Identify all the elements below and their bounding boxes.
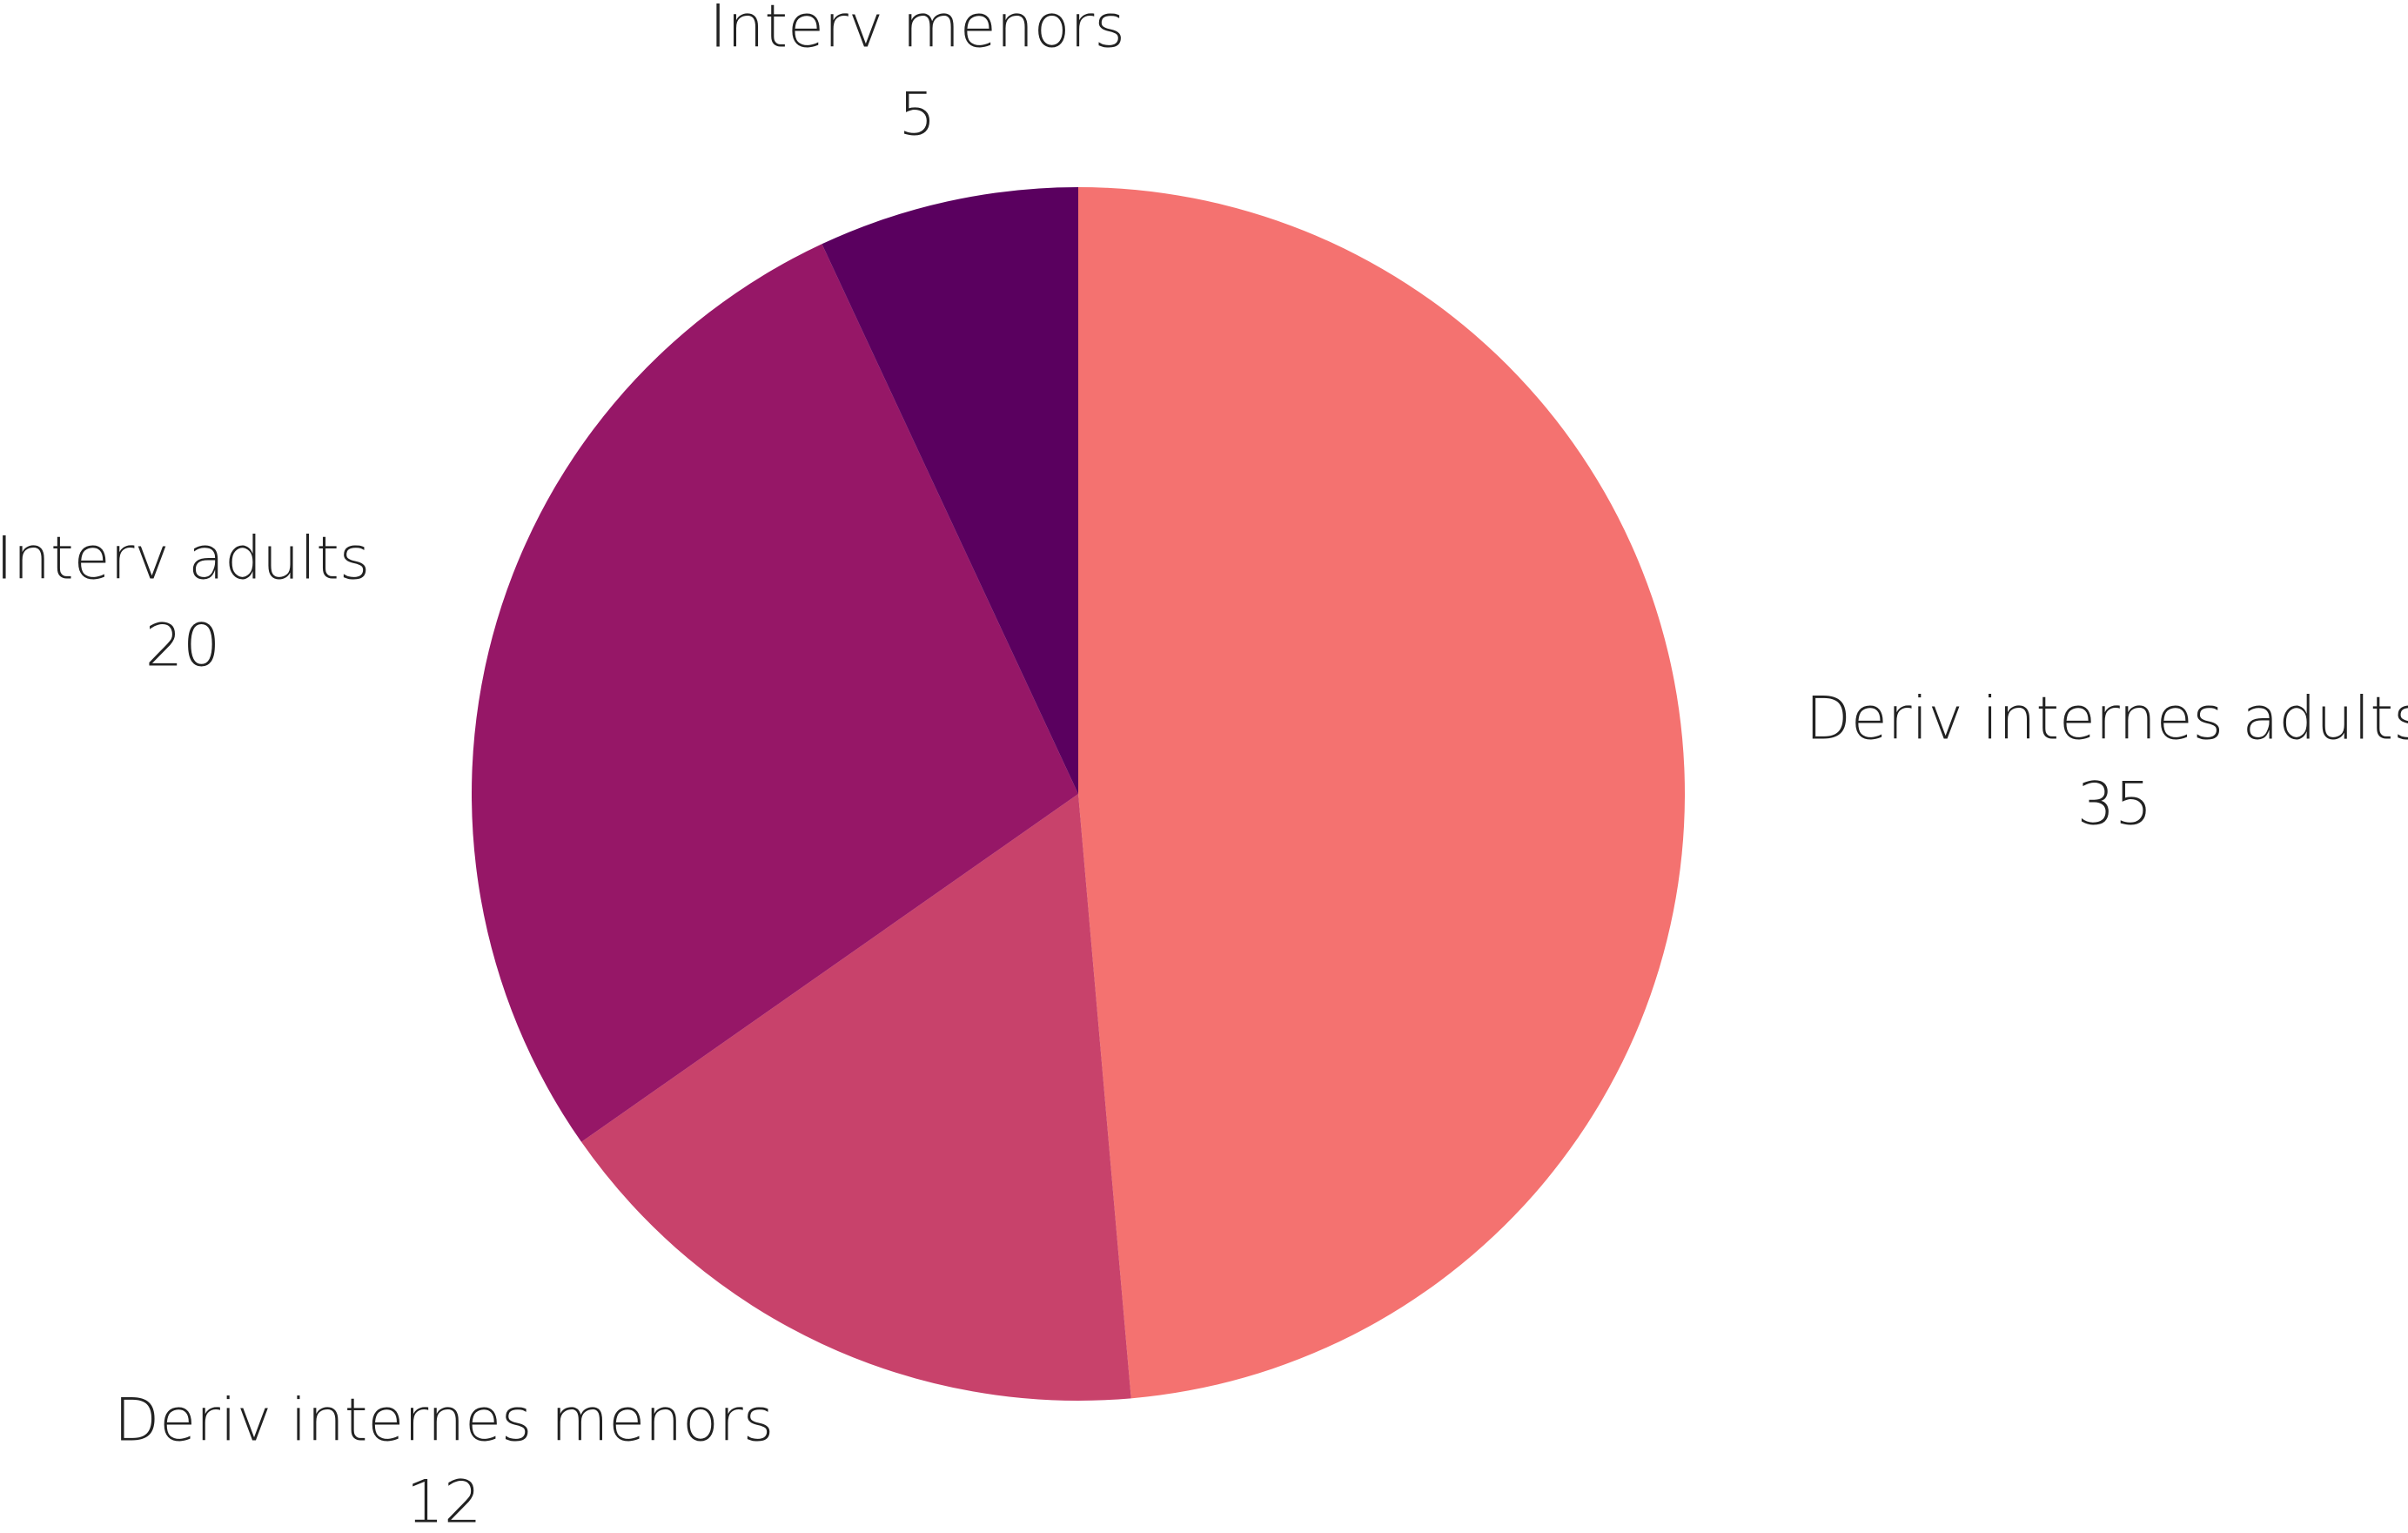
slice-value: 5	[898, 81, 936, 150]
slice-value: 20	[145, 612, 221, 681]
pie-slice	[471, 244, 1078, 1142]
slice-label: Interv adults	[0, 525, 370, 594]
slice-label: Interv menors	[709, 0, 1125, 62]
slice-label: Deriv internes menors	[114, 1387, 774, 1456]
pie-slice	[822, 187, 1078, 794]
pie-slice	[1078, 187, 1686, 1399]
pie-slice	[581, 794, 1131, 1401]
slice-value: 12	[406, 1469, 482, 1533]
slice-value: 35	[2077, 770, 2153, 839]
slice-label: Deriv internes adults	[1805, 685, 2408, 754]
